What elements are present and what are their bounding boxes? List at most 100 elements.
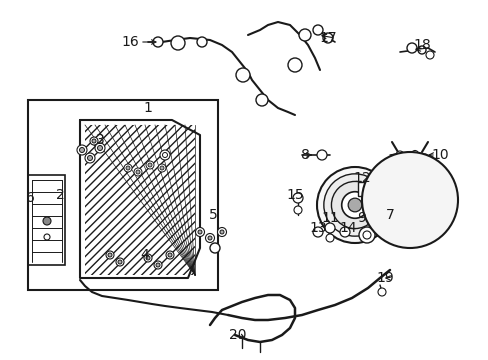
Text: 7: 7 [385,208,393,222]
Circle shape [217,228,226,237]
Text: 8: 8 [300,148,309,162]
Circle shape [97,145,102,150]
Circle shape [323,33,332,43]
Circle shape [87,156,92,161]
Circle shape [377,288,385,296]
Circle shape [395,151,403,159]
Circle shape [90,137,98,145]
Circle shape [411,150,418,158]
Circle shape [106,251,114,259]
Circle shape [205,234,214,243]
Bar [28,175,65,265]
Circle shape [220,230,224,234]
Circle shape [134,168,142,176]
Circle shape [80,148,84,153]
Circle shape [124,164,132,172]
Circle shape [143,254,152,262]
Text: 20: 20 [229,328,246,342]
Circle shape [406,43,416,53]
Circle shape [118,260,122,264]
Text: 6: 6 [25,191,34,205]
Text: ⊞: ⊞ [365,184,372,194]
Circle shape [323,174,386,236]
Text: 13: 13 [308,221,326,235]
Circle shape [43,217,51,225]
Circle shape [171,36,184,50]
Bar [85,125,195,275]
Circle shape [339,227,349,237]
Circle shape [154,261,162,269]
Circle shape [447,197,453,203]
Circle shape [287,58,302,72]
Bar [357,182,379,196]
Circle shape [198,230,202,234]
Circle shape [197,37,206,47]
Text: 1: 1 [143,101,152,115]
Circle shape [207,236,212,240]
Circle shape [158,164,165,172]
Circle shape [386,161,392,168]
Circle shape [236,68,249,82]
Circle shape [136,170,140,174]
Circle shape [156,263,160,267]
Text: 2: 2 [56,188,64,202]
Circle shape [421,154,427,160]
Circle shape [361,152,457,248]
Circle shape [146,256,150,260]
Circle shape [298,29,310,41]
Text: 4: 4 [141,248,149,262]
Circle shape [209,243,220,253]
Circle shape [293,206,302,214]
Circle shape [44,234,50,240]
Circle shape [162,153,167,158]
Circle shape [77,145,87,155]
Circle shape [347,198,361,212]
Circle shape [292,193,303,203]
Circle shape [146,161,154,169]
Circle shape [126,166,130,170]
Circle shape [341,192,367,218]
Text: 3: 3 [96,133,104,147]
Circle shape [85,153,95,163]
Circle shape [426,161,433,168]
Circle shape [376,166,443,234]
Circle shape [325,223,334,233]
Text: 10: 10 [430,148,448,162]
Circle shape [425,51,433,59]
Circle shape [316,167,392,243]
Circle shape [168,253,172,257]
Circle shape [148,163,152,167]
Text: 18: 18 [412,38,430,52]
Text: 17: 17 [319,31,336,45]
Text: 5: 5 [208,208,217,222]
Text: 12: 12 [352,171,370,185]
Circle shape [386,232,392,239]
Circle shape [116,258,124,266]
Circle shape [325,234,333,242]
Circle shape [195,228,204,237]
Circle shape [92,139,96,143]
Text: 11: 11 [321,211,338,225]
Circle shape [390,181,428,219]
Circle shape [256,94,267,106]
Text: 16: 16 [121,35,139,49]
Circle shape [316,150,326,160]
Circle shape [153,37,163,47]
Circle shape [108,253,112,257]
Text: 15: 15 [285,188,303,202]
Circle shape [365,197,372,203]
Circle shape [358,227,374,243]
Circle shape [426,232,433,239]
Circle shape [331,181,378,229]
Circle shape [417,46,425,54]
Circle shape [362,231,370,239]
Circle shape [312,25,323,35]
Circle shape [160,166,163,170]
Text: 14: 14 [339,221,356,235]
Circle shape [160,150,170,160]
Circle shape [165,251,174,259]
Circle shape [95,143,105,153]
Bar [28,100,218,290]
Circle shape [312,227,323,237]
Text: 9: 9 [357,211,366,225]
